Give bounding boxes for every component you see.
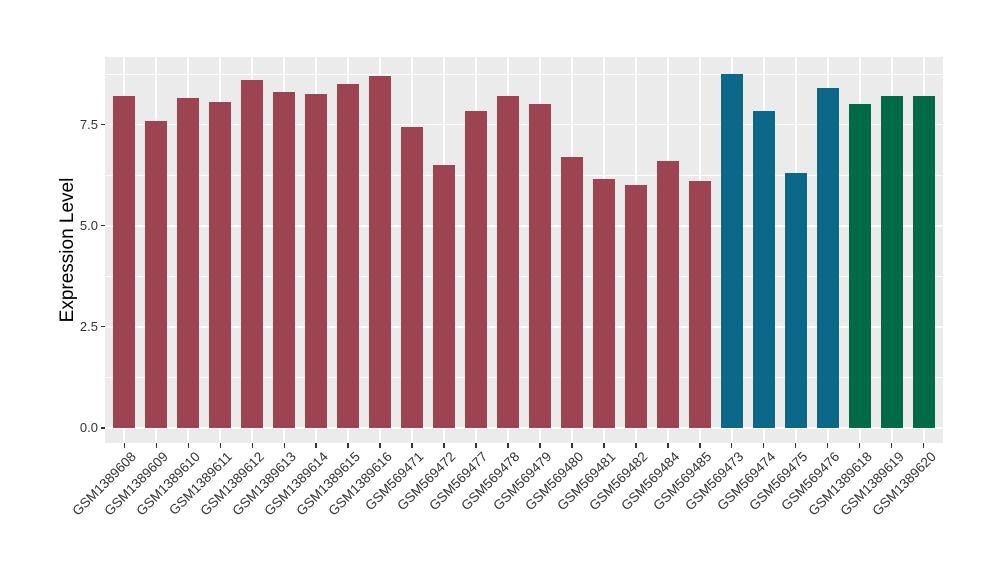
x-tick-mark [923, 443, 925, 448]
y-tick-mark [100, 124, 105, 126]
gridline-major-y [105, 427, 943, 429]
x-tick-mark [187, 443, 189, 448]
y-tick-label: 7.5 [79, 116, 98, 132]
bar-GSM1389620 [912, 96, 935, 428]
bar-GSM569481 [592, 179, 616, 428]
bar-GSM569477 [464, 110, 488, 428]
bar-GSM1389618 [848, 104, 872, 428]
x-tick-mark [571, 443, 573, 448]
bar-GSM569478 [496, 96, 520, 428]
bar-GSM1389619 [880, 96, 903, 428]
x-tick-mark [283, 443, 285, 448]
x-tick-mark [539, 443, 541, 448]
x-tick-mark [123, 443, 125, 448]
bar-GSM1389609 [144, 120, 168, 428]
bar-GSM1389612 [240, 80, 264, 428]
x-tick-mark [699, 443, 701, 448]
bar-GSM569473 [720, 74, 744, 428]
gridline-minor-y [105, 174, 943, 176]
gridline-minor-y [105, 73, 943, 75]
bar-GSM569472 [432, 165, 456, 428]
x-tick-mark [731, 443, 733, 448]
y-axis-title: Expression Level [57, 177, 78, 323]
bar-GSM1389614 [304, 94, 328, 428]
bar-GSM569476 [816, 88, 840, 428]
bar-GSM1389616 [368, 76, 392, 428]
bar-GSM569471 [400, 126, 424, 428]
bar-GSM569480 [560, 157, 584, 428]
x-tick-mark [859, 443, 861, 448]
y-tick-label: 0.0 [79, 420, 98, 435]
gridline-major-y [105, 225, 943, 227]
x-tick-mark [251, 443, 253, 448]
bar-GSM1389610 [176, 98, 200, 428]
y-tick-mark [100, 326, 105, 328]
bar-GSM569474 [752, 110, 776, 428]
x-tick-mark [475, 443, 477, 448]
bar-GSM569479 [528, 104, 552, 428]
y-tick-label: 2.5 [79, 318, 98, 334]
x-tick-mark [315, 443, 317, 448]
gridline-major-y [105, 326, 943, 328]
x-tick-mark [443, 443, 445, 448]
x-tick-mark [411, 443, 413, 448]
x-tick-mark [603, 443, 605, 448]
bar-GSM569484 [656, 161, 680, 428]
x-tick-mark [347, 443, 349, 448]
x-tick-mark [219, 443, 221, 448]
x-tick-mark [891, 443, 893, 448]
gridline-minor-y [105, 275, 943, 277]
bar-GSM1389615 [336, 84, 360, 428]
bar-GSM1389608 [112, 96, 136, 428]
bar-GSM569485 [688, 181, 712, 428]
x-tick-mark [155, 443, 157, 448]
x-tick-mark [635, 443, 637, 448]
x-tick-mark [379, 443, 381, 448]
y-tick-label: 5.0 [79, 217, 98, 233]
x-tick-mark [795, 443, 797, 448]
x-tick-mark [507, 443, 509, 448]
bar-GSM1389611 [208, 102, 232, 428]
gridline-minor-y [105, 377, 943, 378]
plot-panel [105, 57, 943, 443]
x-tick-mark [667, 443, 669, 448]
x-tick-mark [763, 443, 765, 448]
x-tick-mark [827, 443, 829, 448]
y-tick-mark [100, 427, 105, 429]
bar-GSM1389613 [272, 92, 296, 428]
bar-GSM569482 [624, 185, 648, 428]
bar-GSM569475 [784, 173, 808, 428]
gridline-major-y [105, 123, 943, 126]
y-tick-mark [100, 225, 105, 227]
